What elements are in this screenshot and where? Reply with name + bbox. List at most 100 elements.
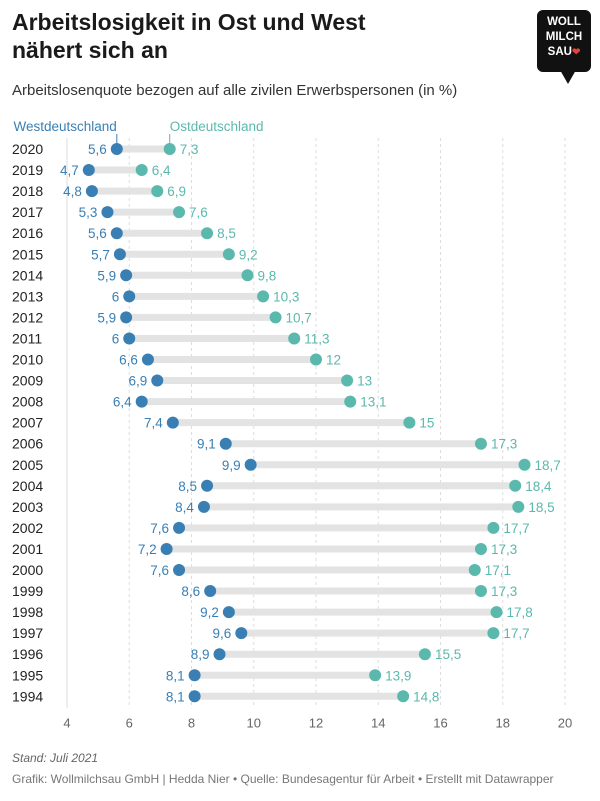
ost-dot bbox=[369, 669, 382, 682]
west-dot bbox=[188, 690, 201, 703]
legend-ost: Ostdeutschland bbox=[170, 119, 264, 134]
ost-dot bbox=[512, 500, 525, 513]
year-label: 1995 bbox=[12, 667, 43, 683]
ost-value-label: 17,7 bbox=[503, 626, 529, 641]
year-label: 1996 bbox=[12, 646, 43, 662]
heart-icon: ❤ bbox=[571, 47, 581, 58]
logo-line-3: SAU❤ bbox=[547, 46, 581, 58]
ost-value-label: 9,8 bbox=[258, 268, 277, 283]
ost-value-label: 17,3 bbox=[491, 542, 517, 557]
west-dot bbox=[85, 185, 98, 198]
ost-dot bbox=[257, 290, 270, 303]
year-label: 2007 bbox=[12, 415, 43, 431]
x-tick-label: 6 bbox=[126, 715, 133, 730]
west-dot bbox=[110, 143, 123, 155]
ost-value-label: 7,6 bbox=[189, 205, 208, 220]
ost-dot bbox=[403, 416, 416, 429]
west-dot bbox=[201, 479, 214, 492]
west-value-label: 5,6 bbox=[88, 226, 107, 241]
year-label: 2015 bbox=[12, 246, 43, 262]
west-value-label: 8,1 bbox=[166, 689, 185, 704]
ost-value-label: 13 bbox=[357, 374, 372, 389]
west-value-label: 6 bbox=[112, 289, 120, 304]
year-label: 2014 bbox=[12, 267, 43, 283]
ost-dot bbox=[474, 542, 487, 555]
west-value-label: 4,7 bbox=[60, 163, 79, 178]
west-dot bbox=[82, 164, 95, 177]
ost-dot bbox=[474, 585, 487, 598]
ost-value-label: 18,7 bbox=[535, 458, 561, 473]
west-dot bbox=[141, 353, 154, 366]
ost-dot bbox=[490, 606, 503, 619]
ost-value-label: 17,1 bbox=[485, 563, 511, 578]
west-value-label: 7,6 bbox=[150, 521, 169, 536]
x-tick-label: 8 bbox=[188, 715, 195, 730]
west-dot bbox=[135, 395, 148, 408]
logo-speech-tail bbox=[560, 70, 576, 84]
west-value-label: 4,8 bbox=[63, 184, 82, 199]
ost-dot bbox=[135, 164, 148, 177]
west-dot bbox=[188, 669, 201, 682]
ost-dot bbox=[418, 648, 431, 661]
west-value-label: 5,6 bbox=[88, 142, 107, 157]
west-dot bbox=[213, 648, 226, 661]
ost-value-label: 10,3 bbox=[273, 289, 299, 304]
logo-line-2: MILCH bbox=[545, 31, 583, 43]
west-value-label: 8,5 bbox=[178, 479, 197, 494]
ost-value-label: 17,7 bbox=[503, 521, 529, 536]
west-value-label: 6,6 bbox=[119, 353, 138, 368]
year-label: 2013 bbox=[12, 288, 43, 304]
west-value-label: 8,9 bbox=[191, 647, 210, 662]
x-tick-label: 20 bbox=[558, 715, 572, 730]
ost-value-label: 13,1 bbox=[360, 395, 386, 410]
x-tick-label: 18 bbox=[496, 715, 510, 730]
stand-note: Stand: Juli 2021 bbox=[12, 751, 99, 765]
west-value-label: 9,9 bbox=[222, 458, 241, 473]
chart-subtitle: Arbeitslosenquote bezogen auf alle zivil… bbox=[12, 82, 458, 99]
west-dot bbox=[151, 374, 164, 387]
ost-dot bbox=[201, 227, 214, 240]
ost-dot bbox=[487, 627, 500, 640]
ost-value-label: 17,3 bbox=[491, 584, 517, 599]
ost-value-label: 7,3 bbox=[180, 142, 199, 157]
year-label: 2016 bbox=[12, 225, 43, 241]
west-dot bbox=[204, 585, 217, 598]
year-label: 2005 bbox=[12, 457, 43, 473]
ost-dot bbox=[163, 143, 176, 155]
ost-dot bbox=[509, 479, 522, 492]
x-tick-label: 14 bbox=[371, 715, 385, 730]
year-label: 2011 bbox=[12, 330, 42, 346]
year-label: 1997 bbox=[12, 625, 43, 641]
west-value-label: 5,9 bbox=[97, 268, 116, 283]
west-value-label: 6,9 bbox=[128, 374, 147, 389]
year-label: 2001 bbox=[12, 541, 43, 557]
x-tick-label: 16 bbox=[433, 715, 447, 730]
west-value-label: 8,1 bbox=[166, 668, 185, 683]
year-label: 2004 bbox=[12, 478, 43, 494]
west-dot bbox=[197, 500, 210, 513]
chart-title: Arbeitslosigkeit in Ost und West nähert … bbox=[12, 9, 366, 63]
ost-value-label: 13,9 bbox=[385, 668, 411, 683]
west-value-label: 9,2 bbox=[200, 605, 219, 620]
year-label: 1998 bbox=[12, 604, 43, 620]
west-dot bbox=[110, 227, 123, 240]
year-label: 2017 bbox=[12, 204, 43, 220]
wollmilchsau-logo: WOLL MILCH SAU❤ bbox=[537, 10, 591, 72]
ost-dot bbox=[173, 206, 186, 219]
source-credit: Grafik: Wollmilchsau GmbH | Hedda Nier •… bbox=[12, 772, 554, 786]
x-tick-label: 4 bbox=[63, 715, 70, 730]
west-dot bbox=[235, 627, 248, 640]
west-dot bbox=[101, 206, 114, 219]
west-dot bbox=[219, 437, 232, 450]
west-dot bbox=[173, 521, 186, 534]
west-dot bbox=[120, 311, 133, 324]
west-dot bbox=[123, 332, 136, 345]
west-value-label: 8,4 bbox=[175, 500, 194, 515]
year-label: 2008 bbox=[12, 394, 43, 410]
year-label: 2012 bbox=[12, 309, 43, 325]
ost-dot bbox=[468, 564, 481, 576]
year-label: 2018 bbox=[12, 183, 43, 199]
west-dot bbox=[160, 542, 173, 555]
west-value-label: 7,6 bbox=[150, 563, 169, 578]
year-label: 2003 bbox=[12, 499, 43, 515]
